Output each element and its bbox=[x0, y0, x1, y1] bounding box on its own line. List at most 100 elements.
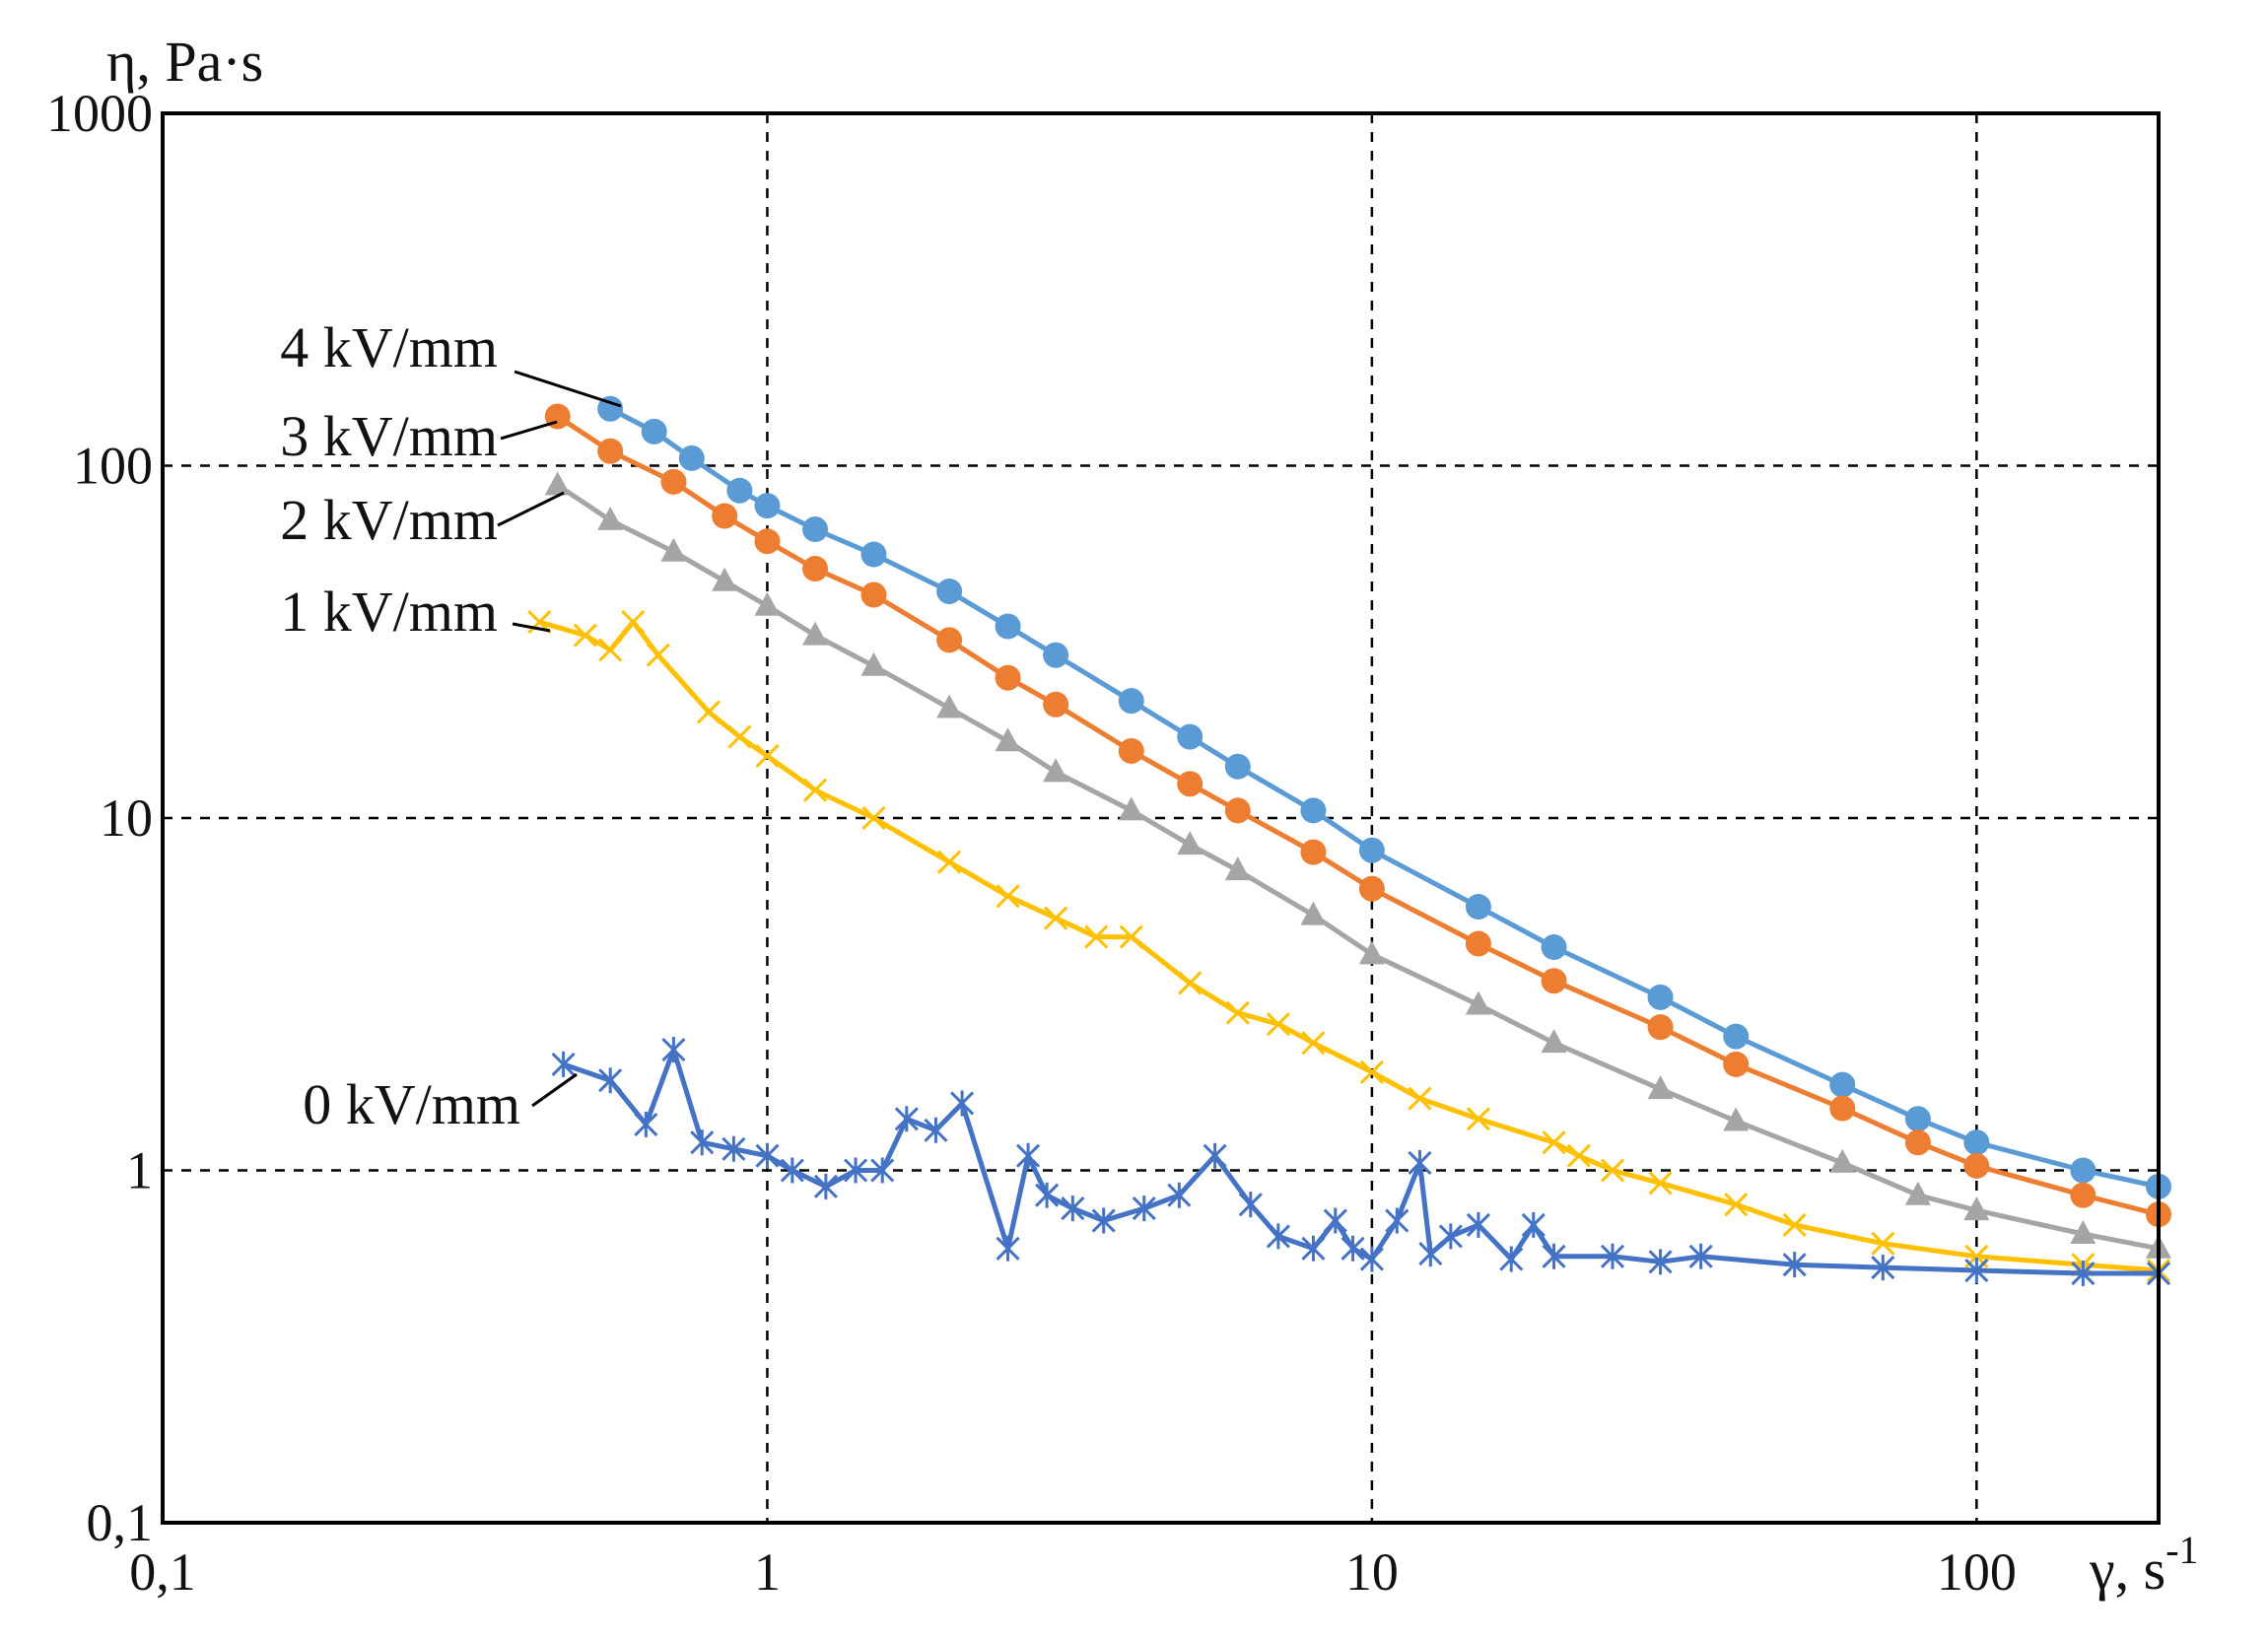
grid-layer bbox=[163, 113, 2159, 1523]
data-point bbox=[1044, 906, 1068, 930]
data-point bbox=[1600, 1158, 1625, 1183]
data-point bbox=[597, 395, 624, 422]
data-point bbox=[1648, 1171, 1673, 1196]
data-point bbox=[1224, 797, 1251, 824]
data-point bbox=[936, 578, 963, 604]
data-point bbox=[1266, 1223, 1290, 1250]
data-point bbox=[1648, 1249, 1673, 1275]
data-point bbox=[1418, 1241, 1443, 1267]
data-point bbox=[754, 591, 781, 616]
data-point bbox=[1408, 1149, 1432, 1176]
y-tick-label: 10 bbox=[100, 788, 153, 848]
data-point bbox=[780, 1157, 804, 1184]
data-point bbox=[597, 506, 624, 530]
data-point bbox=[1466, 1107, 1490, 1131]
data-point bbox=[1225, 1000, 1250, 1025]
data-point bbox=[598, 638, 623, 662]
data-point bbox=[2070, 1157, 2096, 1184]
series-line bbox=[556, 483, 2160, 1252]
data-point bbox=[1119, 924, 1143, 949]
data-point bbox=[722, 1135, 746, 1162]
data-point bbox=[1118, 737, 1144, 764]
series-1-kv-mm bbox=[527, 610, 2171, 1283]
series-2-kv-mm bbox=[544, 471, 2171, 1259]
data-point bbox=[1015, 1142, 1041, 1169]
data-point bbox=[1542, 1243, 1566, 1269]
data-point bbox=[1963, 1129, 1990, 1156]
data-point bbox=[995, 664, 1021, 691]
series-label-3-kv-mm: 3 kV/mm bbox=[280, 404, 498, 468]
series-leader-line bbox=[531, 1072, 578, 1108]
data-point bbox=[755, 1142, 780, 1169]
x-tick-label: 1 bbox=[754, 1542, 781, 1602]
data-point bbox=[1132, 1196, 1156, 1222]
data-point bbox=[1177, 723, 1203, 750]
data-point bbox=[1541, 1029, 1567, 1054]
y-axis-title: η, Pa·s bbox=[106, 30, 263, 94]
series-0-kv-mm bbox=[551, 1037, 2171, 1287]
series-label-4-kv-mm: 4 kV/mm bbox=[280, 315, 498, 379]
data-point bbox=[727, 724, 752, 749]
data-point bbox=[1300, 797, 1327, 824]
data-point bbox=[1647, 1075, 1674, 1100]
data-point bbox=[646, 643, 670, 667]
data-point bbox=[1359, 1059, 1384, 1084]
data-point bbox=[1043, 642, 1069, 668]
series-leader-line bbox=[497, 491, 565, 527]
data-point bbox=[1871, 1255, 1895, 1281]
data-point bbox=[1061, 1196, 1085, 1222]
series-leader-line bbox=[500, 420, 558, 441]
data-point bbox=[1091, 1207, 1116, 1234]
data-point bbox=[995, 613, 1021, 640]
data-point bbox=[1465, 930, 1491, 957]
x-tick-label: 100 bbox=[1937, 1542, 2017, 1602]
data-point bbox=[1829, 1148, 1856, 1173]
data-point bbox=[1964, 1258, 1989, 1284]
data-point bbox=[1035, 1182, 1060, 1208]
plot-frame bbox=[161, 111, 2161, 1525]
data-point bbox=[995, 727, 1021, 752]
data-point bbox=[1178, 971, 1203, 995]
data-point bbox=[1647, 1014, 1674, 1041]
data-point bbox=[755, 743, 780, 769]
data-point bbox=[1438, 1223, 1463, 1250]
x-axis-title-superscript: -1 bbox=[2165, 1528, 2198, 1572]
tick-layer: 0,1 1 10 100 0,1 1 10 100 1000 bbox=[46, 84, 2017, 1602]
data-point bbox=[860, 581, 887, 608]
data-point bbox=[1301, 1235, 1326, 1262]
data-point bbox=[1385, 1207, 1409, 1234]
data-point bbox=[1829, 1095, 1856, 1122]
series-label-1-kv-mm: 1 kV/mm bbox=[280, 580, 498, 644]
data-point bbox=[1724, 1193, 1749, 1217]
data-point bbox=[860, 541, 887, 568]
data-point bbox=[621, 610, 646, 635]
data-point bbox=[870, 1157, 895, 1184]
data-point bbox=[1723, 1051, 1750, 1077]
data-point bbox=[661, 1037, 686, 1063]
series-line bbox=[556, 414, 2160, 1217]
data-point bbox=[1238, 1192, 1263, 1218]
data-point bbox=[754, 528, 781, 555]
series-3-kv-mm bbox=[544, 403, 2171, 1228]
data-point bbox=[712, 567, 738, 591]
data-point bbox=[1904, 1106, 1931, 1132]
data-point bbox=[802, 778, 828, 802]
data-point bbox=[936, 694, 963, 718]
data-point bbox=[861, 805, 886, 831]
data-point bbox=[1177, 771, 1203, 797]
data-point bbox=[1542, 1130, 1566, 1155]
data-point bbox=[551, 1051, 576, 1077]
data-point bbox=[597, 438, 624, 464]
data-point bbox=[802, 556, 829, 582]
x-axis-title-main: γ, s bbox=[2089, 1538, 2165, 1602]
data-point bbox=[1358, 940, 1385, 965]
data-point bbox=[1408, 1086, 1432, 1111]
data-point bbox=[894, 1106, 919, 1132]
data-point bbox=[2070, 1220, 2096, 1245]
data-point bbox=[860, 651, 887, 676]
data-point bbox=[634, 1111, 658, 1137]
data-point bbox=[1466, 1211, 1490, 1238]
data-point bbox=[1043, 691, 1069, 718]
data-point bbox=[690, 1129, 715, 1156]
data-point bbox=[1118, 796, 1144, 821]
